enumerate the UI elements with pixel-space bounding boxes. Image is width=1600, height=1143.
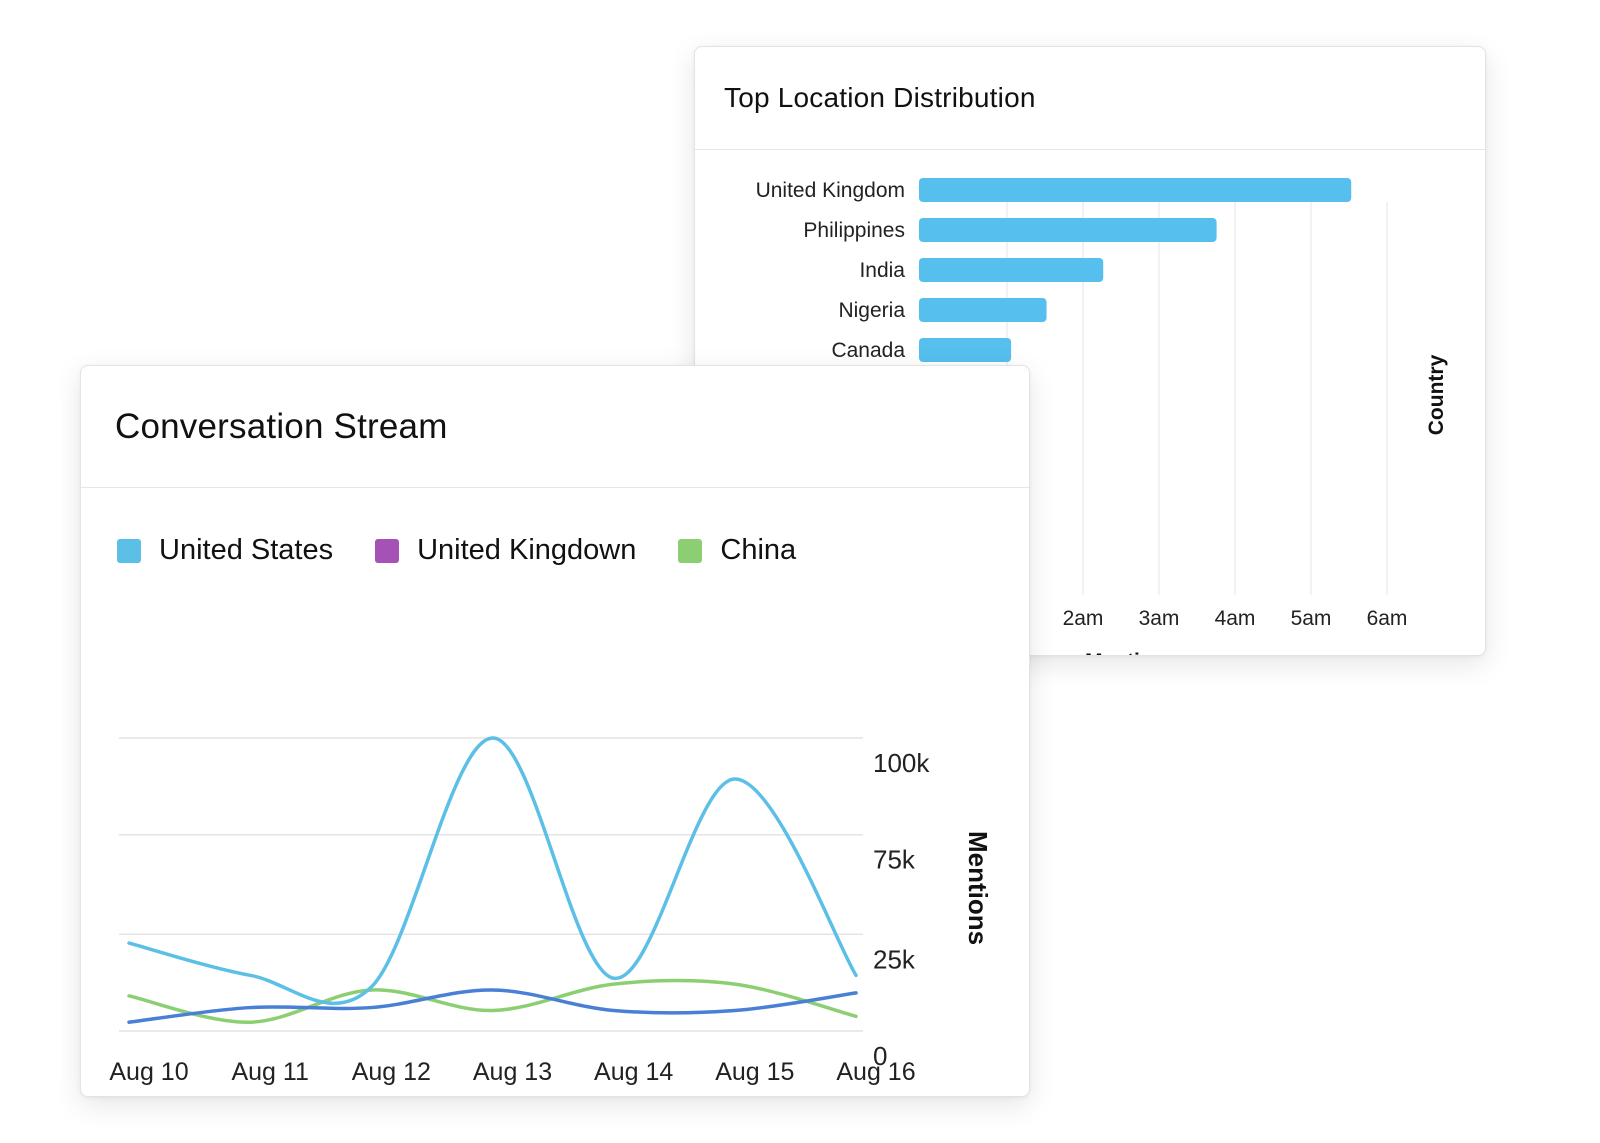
line-x-tick-label: Aug 15 — [715, 1058, 794, 1086]
series-line-blue — [127, 988, 858, 1024]
bar-x-tick-label: 2am — [1063, 607, 1104, 630]
legend-item-united-kingdom[interactable]: United Kingdown — [375, 534, 636, 567]
legend-swatch-united-kingdom — [375, 538, 400, 563]
stream-line-chart: 100k 75k 25k 0 Aug 10 Aug 11 Aug 12 Aug 13 Aug 1… — [109, 736, 993, 1086]
line-x-tick-label: Aug 11 — [231, 1058, 308, 1086]
bar-y-axis-title: Country — [1425, 354, 1448, 435]
legend-swatch-china — [678, 538, 703, 563]
line-y-tick-label: 25k — [873, 944, 916, 974]
line-y-axis-title: Mentions — [963, 831, 993, 945]
bar-x-tick-label: 4am — [1215, 607, 1256, 630]
series-line-united-states — [127, 736, 858, 1006]
stream-card-title: Conversation Stream — [115, 406, 448, 446]
bar-category-label: Nigeria — [838, 299, 905, 322]
line-y-tick-label: 75k — [873, 845, 916, 875]
bar-philippines — [919, 218, 1217, 242]
series-line-china — [127, 978, 858, 1024]
stream-legend: United States United Kingdown China — [117, 534, 838, 567]
bar-x-tick-label: 5am — [1291, 607, 1332, 630]
bar-category-label: Canada — [831, 339, 905, 362]
line-y-tick-label: 100k — [873, 748, 930, 778]
bar-category-label: United Kingdom — [756, 179, 905, 202]
stream-card-header: Conversation Stream — [81, 366, 1029, 488]
bar-x-tick-label: 3am — [1139, 607, 1180, 630]
line-x-tick-label: Aug 13 — [473, 1058, 552, 1086]
line-x-tick-label: Aug 12 — [352, 1058, 431, 1086]
location-card-title: Top Location Distribution — [724, 82, 1036, 113]
line-y-tick-label: 0 — [873, 1041, 887, 1071]
bar-x-axis-title: Mentions — [1085, 650, 1177, 655]
location-bar-chart: United Kingdom Philippines India Nigeria Can… — [756, 178, 1448, 655]
line-x-tick-label: Aug 14 — [594, 1058, 673, 1086]
bar-united-kingdom — [919, 178, 1352, 202]
bar-india — [919, 258, 1104, 282]
line-x-tick-label: Aug 10 — [109, 1058, 188, 1086]
conversation-stream-card: Conversation Stream United States United… — [80, 365, 1030, 1097]
legend-label-united-kingdom: United Kingdown — [417, 534, 637, 566]
bar-x-tick-label: 6am — [1367, 607, 1408, 630]
location-card-header: Top Location Distribution — [695, 47, 1485, 150]
legend-swatch-united-states — [117, 538, 141, 563]
bar-category-label: Philippines — [803, 219, 905, 242]
legend-item-united-states[interactable]: United States — [117, 534, 333, 567]
legend-label-china: China — [720, 534, 797, 566]
bar-category-label: India — [859, 259, 905, 282]
bar-nigeria — [919, 298, 1047, 322]
bar-canada — [919, 338, 1012, 362]
legend-label-united-states: United States — [159, 534, 334, 566]
line-x-tick-label: Aug 16 — [836, 1058, 915, 1086]
legend-item-china[interactable]: China — [678, 534, 796, 567]
